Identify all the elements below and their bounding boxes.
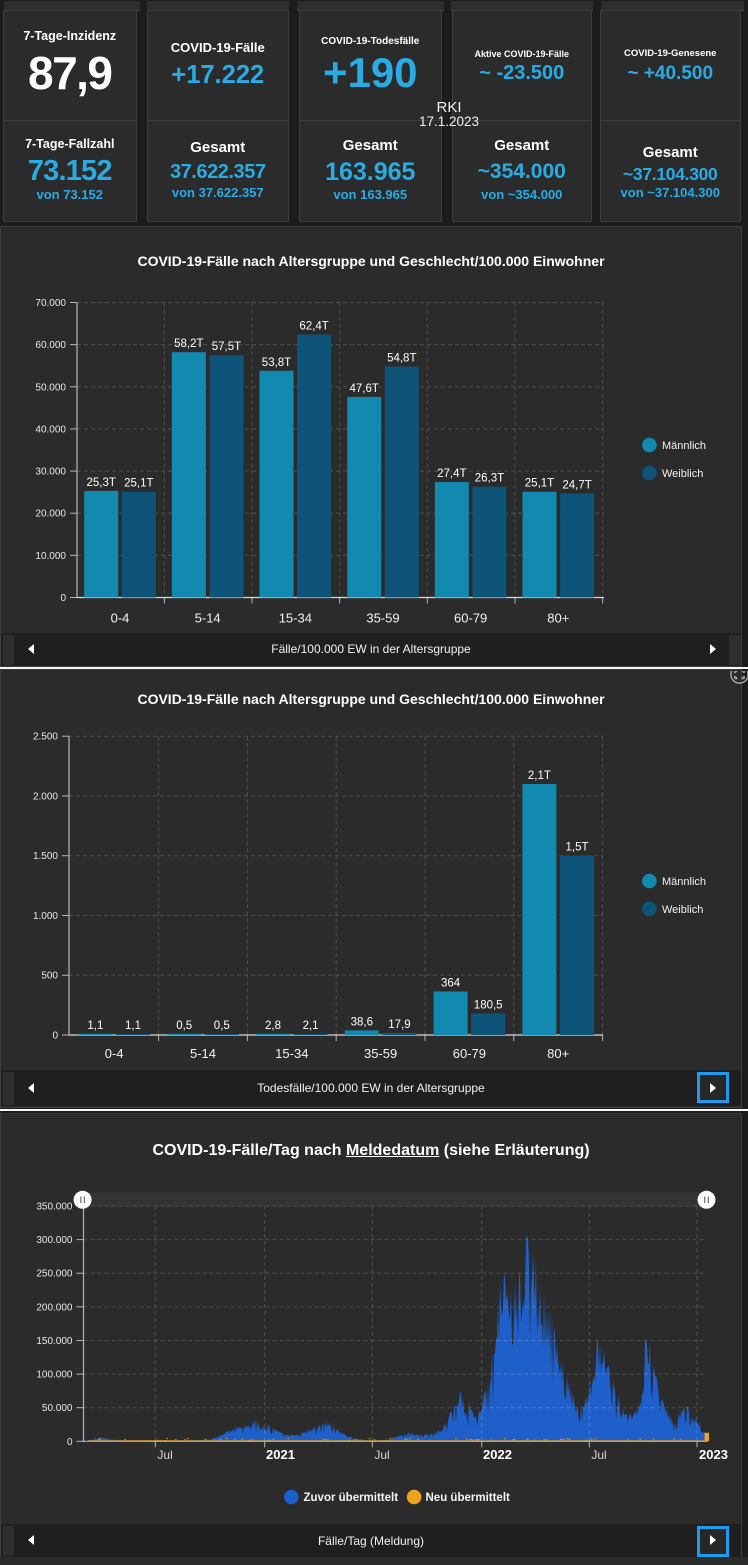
svg-text:0-4: 0-4 bbox=[105, 1046, 124, 1061]
svg-text:0: 0 bbox=[52, 1031, 58, 1042]
svg-text:30.000: 30.000 bbox=[35, 467, 66, 478]
svg-text:5-14: 5-14 bbox=[195, 611, 221, 626]
svg-text:47,6T: 47,6T bbox=[349, 383, 378, 395]
svg-text:2,1T: 2,1T bbox=[528, 770, 551, 782]
svg-text:Männlich: Männlich bbox=[662, 440, 706, 452]
svg-text:1,1: 1,1 bbox=[87, 1020, 103, 1032]
svg-text:1,5T: 1,5T bbox=[565, 842, 588, 854]
svg-text:60-79: 60-79 bbox=[453, 1046, 486, 1061]
svg-text:60-79: 60-79 bbox=[454, 611, 487, 626]
svg-text:35-59: 35-59 bbox=[364, 1046, 397, 1061]
svg-text:2023: 2023 bbox=[699, 1447, 728, 1462]
svg-text:2,1: 2,1 bbox=[303, 1020, 319, 1032]
svg-text:Jul: Jul bbox=[591, 1448, 606, 1462]
svg-text:1.500: 1.500 bbox=[33, 851, 58, 862]
svg-text:62,4T: 62,4T bbox=[299, 321, 328, 333]
svg-text:150.000: 150.000 bbox=[36, 1336, 73, 1347]
svg-text:15-34: 15-34 bbox=[275, 1046, 308, 1061]
svg-text:200.000: 200.000 bbox=[36, 1302, 73, 1313]
svg-text:24,7T: 24,7T bbox=[562, 479, 591, 491]
svg-text:80+: 80+ bbox=[547, 611, 569, 626]
svg-text:0,5: 0,5 bbox=[214, 1020, 230, 1032]
svg-text:0,5: 0,5 bbox=[176, 1020, 192, 1032]
svg-text:2022: 2022 bbox=[483, 1447, 512, 1462]
svg-text:Männlich: Männlich bbox=[662, 876, 706, 888]
svg-text:70.000: 70.000 bbox=[35, 298, 66, 309]
svg-text:Neu übermittelt: Neu übermittelt bbox=[426, 1492, 511, 1504]
svg-text:0: 0 bbox=[60, 593, 66, 604]
svg-text:50.000: 50.000 bbox=[42, 1403, 73, 1414]
svg-text:Weiblich: Weiblich bbox=[662, 468, 703, 480]
svg-text:350.000: 350.000 bbox=[36, 1202, 73, 1213]
svg-text:20.000: 20.000 bbox=[35, 509, 66, 520]
svg-text:53,8T: 53,8T bbox=[262, 357, 291, 369]
svg-text:2021: 2021 bbox=[266, 1447, 295, 1462]
svg-text:0-4: 0-4 bbox=[111, 611, 130, 626]
svg-text:500: 500 bbox=[41, 971, 58, 982]
svg-text:1.000: 1.000 bbox=[33, 911, 58, 922]
svg-text:38,6: 38,6 bbox=[351, 1016, 373, 1028]
svg-text:Zuvor übermittelt: Zuvor übermittelt bbox=[304, 1492, 399, 1504]
svg-text:Jul: Jul bbox=[374, 1448, 389, 1462]
svg-text:50.000: 50.000 bbox=[35, 382, 66, 393]
svg-text:60.000: 60.000 bbox=[35, 340, 66, 351]
svg-text:15-34: 15-34 bbox=[279, 611, 312, 626]
svg-text:10.000: 10.000 bbox=[35, 551, 66, 562]
svg-text:58,2T: 58,2T bbox=[174, 338, 203, 350]
svg-text:Jul: Jul bbox=[157, 1448, 172, 1462]
svg-text:2.500: 2.500 bbox=[33, 732, 58, 743]
svg-text:2.000: 2.000 bbox=[33, 791, 58, 802]
svg-text:300.000: 300.000 bbox=[36, 1235, 73, 1246]
svg-text:27,4T: 27,4T bbox=[437, 468, 466, 480]
svg-text:80+: 80+ bbox=[547, 1046, 569, 1061]
svg-text:250.000: 250.000 bbox=[36, 1269, 73, 1280]
svg-text:5-14: 5-14 bbox=[190, 1046, 216, 1061]
svg-text:54,8T: 54,8T bbox=[387, 353, 416, 365]
svg-text:17,9: 17,9 bbox=[388, 1019, 410, 1031]
svg-text:2,8: 2,8 bbox=[265, 1020, 281, 1032]
svg-text:57,5T: 57,5T bbox=[212, 341, 241, 353]
svg-text:1,1: 1,1 bbox=[125, 1020, 141, 1032]
svg-text:26,3T: 26,3T bbox=[475, 473, 504, 485]
svg-text:100.000: 100.000 bbox=[36, 1370, 73, 1381]
svg-text:25,1T: 25,1T bbox=[124, 478, 153, 490]
svg-text:364: 364 bbox=[441, 977, 461, 989]
svg-text:35-59: 35-59 bbox=[366, 611, 399, 626]
svg-text:25,3T: 25,3T bbox=[86, 477, 115, 489]
svg-text:40.000: 40.000 bbox=[35, 424, 66, 435]
svg-text:0: 0 bbox=[67, 1437, 73, 1448]
svg-text:180,5: 180,5 bbox=[474, 999, 503, 1011]
svg-text:25,1T: 25,1T bbox=[525, 478, 554, 490]
svg-text:Weiblich: Weiblich bbox=[662, 904, 703, 916]
